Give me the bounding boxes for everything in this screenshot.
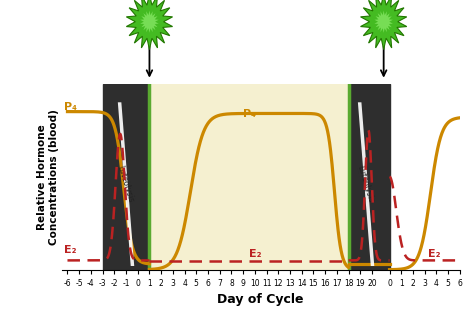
Bar — [149, 84, 348, 270]
Text: P₄: P₄ — [64, 102, 77, 112]
Y-axis label: Relative Hormone
Concentrations (blood): Relative Hormone Concentrations (blood) — [37, 109, 59, 245]
Polygon shape — [358, 102, 374, 266]
Text: E₂: E₂ — [428, 249, 441, 259]
X-axis label: Day of Cycle: Day of Cycle — [218, 293, 304, 306]
Text: Luteolysis: Luteolysis — [116, 165, 136, 204]
Polygon shape — [118, 102, 134, 266]
Bar — [348, 84, 390, 270]
Bar — [102, 84, 149, 270]
Text: E₂: E₂ — [64, 245, 76, 255]
Text: P₄: P₄ — [243, 109, 256, 119]
Text: Luteolysis: Luteolysis — [356, 165, 375, 204]
Text: E₂: E₂ — [249, 249, 262, 259]
